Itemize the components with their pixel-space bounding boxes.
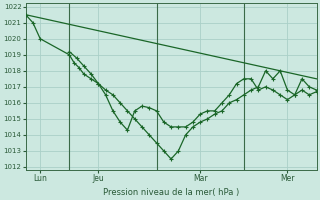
X-axis label: Pression niveau de la mer( hPa ): Pression niveau de la mer( hPa ) [103,188,239,197]
